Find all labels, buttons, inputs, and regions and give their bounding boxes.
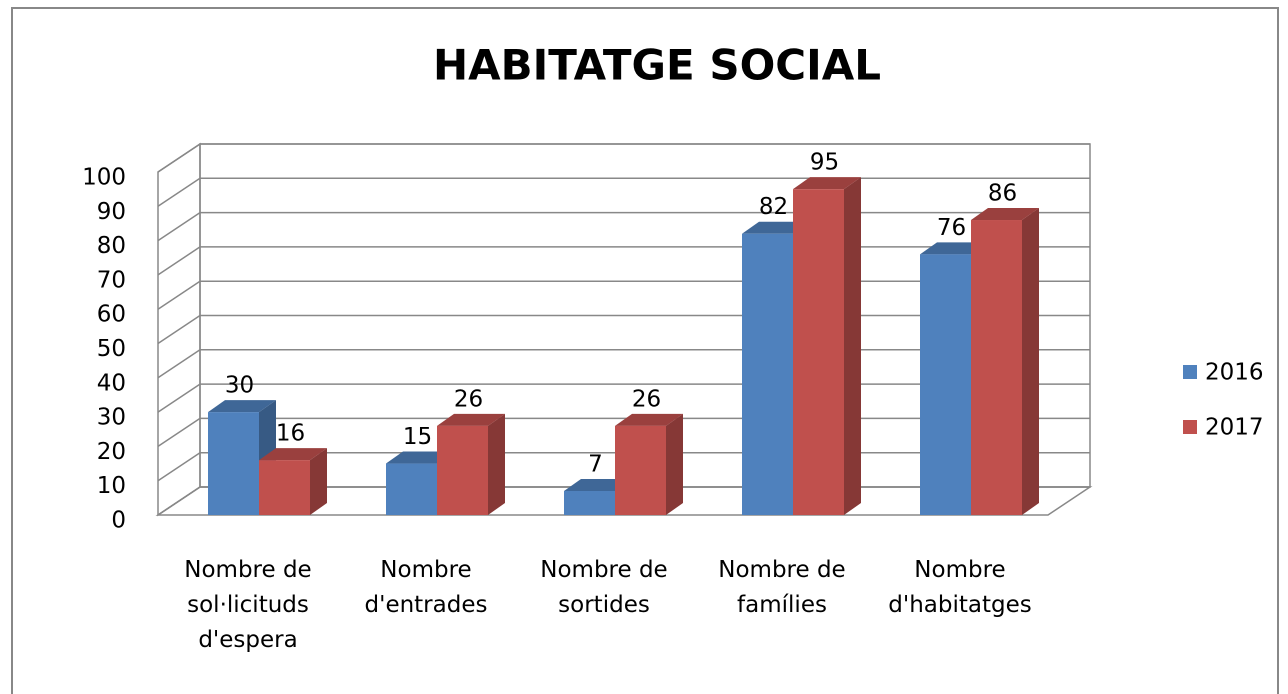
legend-swatch (1183, 365, 1197, 379)
bar (564, 490, 615, 515)
data-label: 30 (225, 373, 254, 399)
data-label: 26 (454, 386, 483, 412)
bar-top (971, 208, 1039, 221)
y-tick-label: 30 (97, 405, 126, 431)
bar-top (259, 448, 327, 461)
bar (437, 425, 488, 515)
bar (742, 233, 793, 516)
bar-side (1022, 208, 1039, 515)
bar (386, 463, 437, 515)
grid-line (157, 143, 1090, 173)
bar (208, 412, 259, 515)
data-label: 76 (937, 215, 966, 241)
chart-title: HABITATGE SOCIAL (433, 41, 881, 90)
x-tick-label: Nombre de sortides (540, 557, 668, 618)
y-tick-label: 50 (97, 336, 126, 362)
y-tick-label: 0 (111, 508, 126, 534)
bar (971, 220, 1022, 515)
bar-top (437, 413, 505, 426)
x-tick-label: Nombre de sol·licituds d'espera (184, 557, 312, 653)
data-label: 82 (759, 194, 788, 220)
legend-swatch (1183, 420, 1197, 434)
bar-side (844, 177, 861, 515)
bar (920, 254, 971, 515)
bar-side (666, 413, 683, 515)
data-label: 16 (276, 421, 305, 447)
y-tick-label: 60 (97, 302, 126, 328)
y-tick-label: 20 (97, 439, 126, 465)
bar (793, 189, 844, 515)
x-tick-label: Nombre d'entrades (364, 557, 488, 618)
x-tick-label: Nombre d'habitatges (888, 557, 1032, 618)
y-tick-label: 100 (82, 165, 126, 191)
bar-side (310, 448, 327, 515)
data-label: 26 (632, 386, 661, 412)
data-label: 7 (588, 451, 603, 477)
y-tick-label: 40 (97, 370, 126, 396)
bar (615, 425, 666, 515)
bar-top (793, 177, 861, 190)
bar-top (615, 413, 683, 426)
bar-side (488, 413, 505, 515)
y-tick-label: 80 (97, 233, 126, 259)
legend-label: 2016 (1205, 360, 1264, 386)
data-label: 95 (810, 150, 839, 176)
data-label: 15 (403, 424, 432, 450)
grid-line (157, 177, 1090, 207)
data-label: 86 (988, 181, 1017, 207)
y-tick-label: 10 (97, 473, 126, 499)
y-tick-label: 70 (97, 267, 126, 293)
y-tick-label: 90 (97, 199, 126, 225)
x-tick-label: Nombre de famílies (718, 557, 846, 618)
bar-top (208, 400, 276, 413)
chart-frame (11, 7, 1279, 694)
bar (259, 460, 310, 515)
legend-label: 2017 (1205, 415, 1264, 441)
